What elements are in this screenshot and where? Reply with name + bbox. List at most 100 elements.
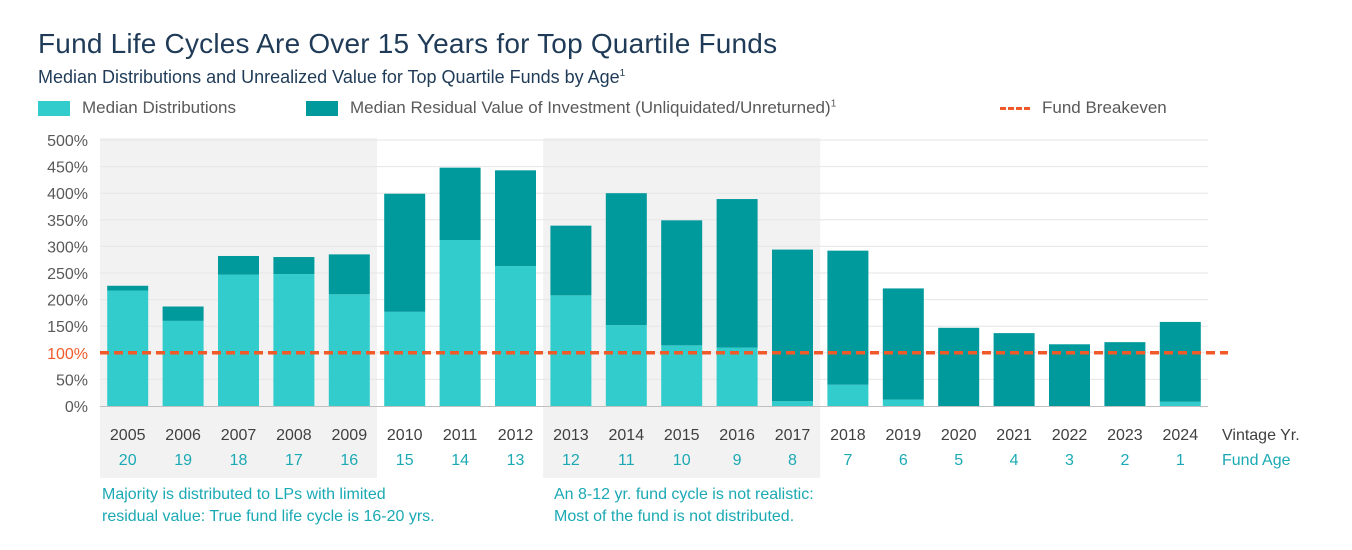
y-tick-label: 450%: [47, 160, 88, 177]
x-tick-label-fund-age: 2: [1120, 452, 1129, 469]
subtitle-footnote-marker: 1: [619, 68, 626, 79]
legend-swatch-residual: [306, 100, 338, 116]
bar-residual-2012: [495, 170, 536, 267]
y-tick-label: 150%: [47, 319, 88, 336]
x-tick-label-vintage: 2013: [553, 427, 589, 444]
bar-residual-2018: [827, 250, 869, 385]
x-tick-label-fund-age: 20: [119, 452, 137, 469]
y-tick-label: 300%: [47, 239, 88, 256]
x-tick-label-fund-age: 18: [230, 452, 248, 469]
bar-residual-2014: [605, 193, 647, 326]
x-tick-label-fund-age: 14: [451, 452, 469, 469]
bar-distributions-2008: [273, 274, 315, 406]
bar-distributions-2006: [162, 320, 204, 406]
x-tick-label-fund-age: 7: [843, 452, 852, 469]
legend-label-distributions: Median Distributions: [82, 98, 237, 117]
x-tick-label-vintage: 2021: [996, 427, 1032, 444]
bar-residual-2016: [716, 199, 758, 348]
x-tick-label-vintage: 2015: [664, 427, 700, 444]
legend-item-breakeven: Fund Breakeven: [1000, 98, 1167, 118]
bar-distributions-2007: [218, 274, 259, 406]
legend-item-distributions: Median Distributions: [38, 98, 236, 118]
x-tick-label-fund-age: 15: [396, 452, 414, 469]
bar-residual-2006: [162, 306, 204, 321]
bar-residual-2020: [938, 327, 980, 406]
x-tick-label-fund-age: 13: [507, 452, 525, 469]
legend-swatch-distributions: [38, 100, 70, 116]
subtitle-text: Median Distributions and Unrealized Valu…: [38, 67, 620, 87]
x-tick-label-vintage: 2022: [1052, 427, 1088, 444]
x-tick-label-fund-age: 9: [733, 452, 742, 469]
bar-distributions-2019: [882, 399, 924, 406]
x-tick-label-vintage: 2016: [719, 427, 755, 444]
y-tick-label: 0%: [65, 399, 88, 416]
y-tick-label: 100%: [47, 346, 88, 363]
bar-residual-2009: [328, 254, 370, 295]
bar-residual-2024: [1159, 321, 1201, 402]
bar-residual-2022: [1049, 344, 1090, 406]
y-tick-label: 500%: [47, 133, 88, 150]
bar-residual-2013: [550, 225, 592, 296]
y-tick-label: 200%: [47, 293, 88, 310]
x-tick-label-vintage: 2019: [886, 427, 922, 444]
x-tick-label-vintage: 2006: [165, 427, 201, 444]
bar-residual-2021: [993, 333, 1035, 406]
legend-footnote-marker: 1: [830, 98, 837, 110]
legend-label-residual: Median Residual Value of Investment (Unl…: [350, 98, 836, 118]
bar-distributions-2017: [772, 401, 813, 406]
y-tick-label: 50%: [56, 372, 88, 389]
x-tick-label-vintage: 2008: [276, 427, 312, 444]
chart-subtitle: Median Distributions and Unrealized Valu…: [38, 67, 625, 88]
legend-label-breakeven: Fund Breakeven: [1042, 98, 1167, 117]
x-tick-label-fund-age: 19: [174, 452, 192, 469]
chart-title: Fund Life Cycles Are Over 15 Years for T…: [38, 28, 778, 59]
x-tick-label-vintage: 2010: [387, 427, 423, 444]
legend-item-residual: Median Residual Value of Investment (Unl…: [306, 98, 836, 118]
bar-distributions-2009: [328, 294, 370, 406]
x-tick-label-vintage: 2020: [941, 427, 977, 444]
x-tick-label-fund-age: 10: [673, 452, 691, 469]
x-tick-label-fund-age: 5: [954, 452, 963, 469]
x-tick-label-vintage: 2023: [1107, 427, 1143, 444]
x-tick-label-fund-age: 11: [618, 452, 635, 469]
bar-residual-2015: [661, 220, 703, 346]
bar-distributions-2014: [605, 325, 647, 406]
x-tick-label-fund-age: 8: [788, 452, 797, 469]
x-axis-title-fund-age: Fund Age: [1222, 452, 1291, 469]
note-left: Majority is distributed to LPs with limi…: [102, 486, 435, 525]
x-tick-label-fund-age: 17: [285, 452, 303, 469]
bar-residual-2008: [273, 257, 315, 275]
bar-distributions-2024: [1159, 401, 1201, 406]
x-tick-label-fund-age: 6: [899, 452, 908, 469]
bar-residual-2005: [107, 285, 149, 291]
legend-swatch-breakeven: [1000, 106, 1030, 110]
bar-distributions-2010: [384, 311, 426, 406]
x-tick-label-vintage: 2014: [609, 427, 645, 444]
y-tick-label: 400%: [47, 186, 88, 203]
bar-distributions-2005: [107, 290, 149, 406]
bar-residual-2011: [439, 167, 481, 241]
legend-label-residual-text: Median Residual Value of Investment (Unl…: [350, 98, 831, 117]
x-tick-label-vintage: 2017: [775, 427, 811, 444]
bar-distributions-2011: [439, 240, 481, 406]
bar-residual-2007: [218, 255, 259, 275]
x-tick-label-vintage: 2007: [221, 427, 257, 444]
bar-distributions-2018: [827, 384, 869, 406]
bar-residual-2010: [384, 193, 426, 312]
x-tick-label-vintage: 2024: [1163, 427, 1199, 444]
bar-residual-2017: [772, 249, 813, 402]
bar-distributions-2016: [716, 347, 758, 406]
x-tick-label-vintage: 2009: [332, 427, 368, 444]
bar-distributions-2015: [661, 345, 703, 406]
bar-residual-2019: [882, 288, 924, 400]
x-tick-label-vintage: 2018: [830, 427, 866, 444]
x-tick-label-fund-age: 3: [1065, 452, 1074, 469]
x-tick-label-fund-age: 12: [562, 452, 580, 469]
x-tick-label-fund-age: 1: [1176, 452, 1185, 469]
x-tick-label-vintage: 2011: [443, 427, 478, 444]
y-tick-label: 250%: [47, 266, 88, 283]
note-right: An 8-12 yr. fund cycle is not realistic:…: [554, 486, 814, 525]
bar-distributions-2013: [550, 295, 592, 406]
bar-distributions-2012: [495, 266, 536, 406]
